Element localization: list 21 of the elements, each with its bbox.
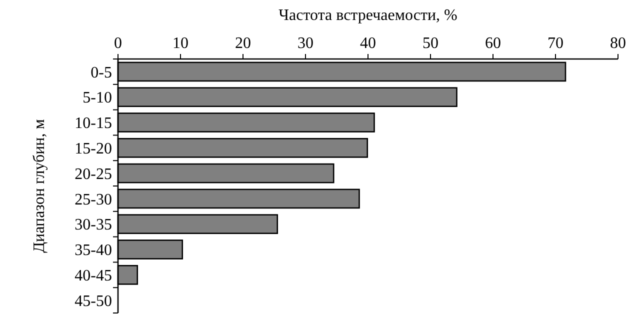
x-tick-label: 30 xyxy=(298,35,314,52)
y-tick-label: 10-15 xyxy=(74,115,112,132)
y-tick-label: 0-5 xyxy=(90,64,112,82)
x-tick-label: 80 xyxy=(610,35,626,52)
x-tick-label: 0 xyxy=(114,35,122,52)
y-tick-label: 15-20 xyxy=(74,140,112,158)
x-tick-label: 70 xyxy=(548,35,564,52)
y-tick-label: 20-25 xyxy=(74,166,112,183)
x-axis-title: Частота встречаемости, % xyxy=(278,7,458,24)
y-tick-label: 25-30 xyxy=(74,191,112,208)
y-axis-title: Диапазон глубин, м xyxy=(31,119,48,253)
x-tick-label: 20 xyxy=(235,35,251,52)
x-tick-label: 10 xyxy=(172,35,188,52)
y-tick-label: 45-50 xyxy=(74,292,112,310)
x-tick-label: 50 xyxy=(422,35,438,52)
y-tick-label: 5-10 xyxy=(82,90,112,107)
x-tick-label: 40 xyxy=(360,35,376,52)
y-tick-label: 40-45 xyxy=(74,268,112,284)
x-tick-label: 60 xyxy=(485,35,501,52)
y-tick-label: 35-40 xyxy=(74,242,112,260)
y-tick-label: 30-35 xyxy=(74,216,112,234)
